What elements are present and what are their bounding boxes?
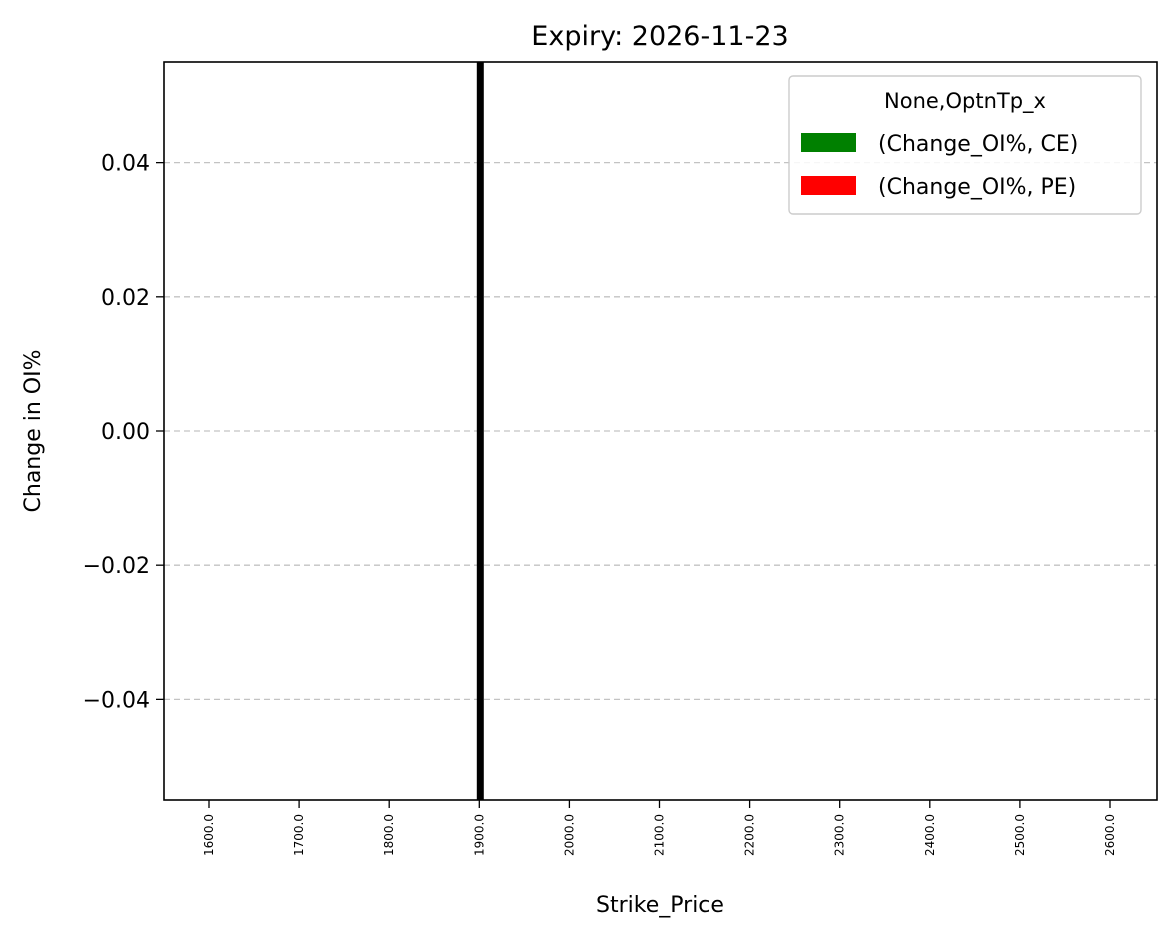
x-tick-label: 2200.0 (743, 814, 757, 856)
legend: None,OptnTp_x (Change_OI%, CE) (Change_O… (788, 75, 1142, 215)
x-tick-label: 1900.0 (472, 814, 486, 856)
x-tick-label: 2100.0 (653, 814, 667, 856)
legend-label-pe: (Change_OI%, PE) (878, 175, 1076, 200)
y-tick-label: −0.04 (83, 688, 150, 713)
y-axis: −0.04 −0.02 0.00 0.02 0.04 (83, 152, 164, 713)
legend-title: None,OptnTp_x (884, 89, 1046, 114)
y-tick-label: −0.02 (83, 554, 150, 579)
grid-layer (164, 161, 1157, 701)
x-axis-label: Strike_Price (596, 893, 724, 918)
legend-box (788, 75, 1142, 215)
x-tick-label: 1600.0 (202, 814, 216, 856)
y-tick-label: 0.04 (101, 152, 150, 177)
x-tick-label: 1800.0 (382, 814, 396, 856)
x-axis: 1600.0 1700.0 1800.0 1900.0 2000.0 2100.0 2200… (202, 800, 1117, 856)
legend-label-ce: (Change_OI%, CE) (878, 132, 1078, 157)
x-tick-label: 2400.0 (923, 814, 937, 856)
y-axis-label: Change in OI% (21, 350, 46, 513)
x-tick-label: 2000.0 (562, 814, 576, 856)
chart-title: Expiry: 2026-11-23 (531, 21, 788, 52)
legend-swatch-pe (801, 176, 856, 195)
y-tick-label: 0.02 (101, 286, 150, 311)
x-tick-label: 1700.0 (292, 814, 306, 856)
legend-swatch-ce (801, 133, 856, 152)
y-tick-label: 0.00 (101, 420, 150, 445)
x-tick-label: 2500.0 (1013, 814, 1027, 856)
x-tick-label: 2300.0 (833, 814, 847, 856)
x-tick-label: 2600.0 (1103, 814, 1117, 856)
